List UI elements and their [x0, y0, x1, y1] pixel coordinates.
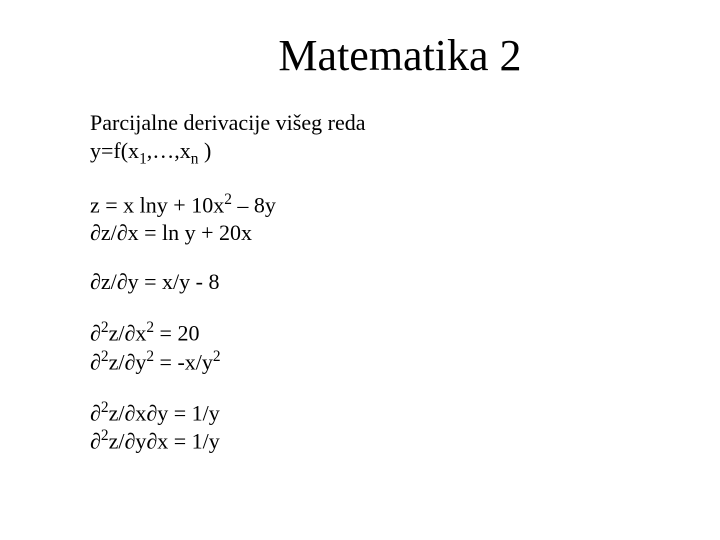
eq-dzdy: ∂z/∂y = x/y - 8: [90, 268, 660, 296]
eq-d2zdx2: ∂2z/∂x2 = 20: [90, 318, 660, 347]
eq6-exp: 2: [101, 399, 109, 416]
eq5-a: ∂: [90, 349, 101, 374]
eq7-a: ∂: [90, 429, 101, 454]
eq-d2zdy2: ∂2z/∂y2 = -x/y2: [90, 347, 660, 376]
fn-prefix: y=f(x: [90, 138, 139, 163]
eq-z-def: z = x lny + 10x2 – 8y: [90, 190, 660, 219]
eq6-a: ∂: [90, 400, 101, 425]
eq-d2zdxdy: ∂2z/∂x∂y = 1/y: [90, 398, 660, 427]
eq5-c: = -x/y: [154, 349, 213, 374]
eq7-b: z/∂y∂x = 1/y: [109, 429, 220, 454]
eq5-exp2: 2: [146, 348, 154, 365]
slide-body: Parcijalne derivacije višeg reda y=f(x1,…: [90, 109, 660, 455]
subtitle-line-1: Parcijalne derivacije višeg reda: [90, 109, 660, 137]
eq7-exp: 2: [101, 427, 109, 444]
eq6-b: z/∂x∂y = 1/y: [109, 400, 220, 425]
equation-block-4: ∂2z/∂x∂y = 1/y ∂2z/∂y∂x = 1/y: [90, 398, 660, 456]
eq4-b: z/∂x: [109, 320, 147, 345]
eq1-b: – 8y: [232, 192, 276, 217]
fn-sub1: 1: [139, 150, 147, 167]
equation-block-3: ∂2z/∂x2 = 20 ∂2z/∂y2 = -x/y2: [90, 318, 660, 376]
page-title: Matematika 2: [90, 30, 660, 81]
eq-d2zdydx: ∂2z/∂y∂x = 1/y: [90, 426, 660, 455]
eq5-exp3: 2: [213, 348, 221, 365]
eq4-a: ∂: [90, 320, 101, 345]
equation-block-1: z = x lny + 10x2 – 8y ∂z/∂x = ln y + 20x: [90, 190, 660, 246]
eq4-c: = 20: [154, 320, 199, 345]
fn-suffix: ): [198, 138, 211, 163]
subtitle-block: Parcijalne derivacije višeg reda y=f(x1,…: [90, 109, 660, 168]
equation-block-2: ∂z/∂y = x/y - 8: [90, 268, 660, 296]
eq5-b: z/∂y: [109, 349, 147, 374]
eq-dzdx: ∂z/∂x = ln y + 20x: [90, 219, 660, 247]
subtitle-line-2: y=f(x1,…,xn ): [90, 137, 660, 169]
eq4-exp2: 2: [146, 319, 154, 336]
eq5-exp1: 2: [101, 348, 109, 365]
eq1-exp: 2: [224, 191, 232, 208]
eq1-a: z = x lny + 10x: [90, 192, 224, 217]
fn-mid: ,…,x: [147, 138, 191, 163]
slide: Matematika 2 Parcijalne derivacije višeg…: [0, 0, 720, 540]
eq4-exp1: 2: [101, 319, 109, 336]
